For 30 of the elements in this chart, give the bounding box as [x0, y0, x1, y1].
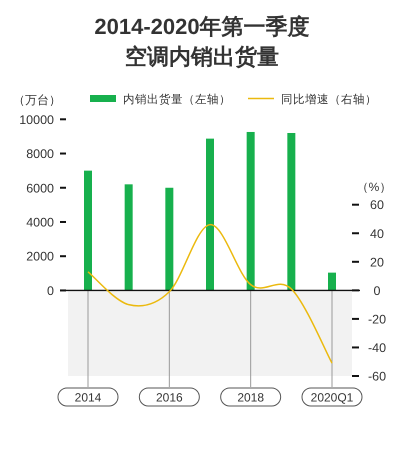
y-tick-label: 4000	[26, 215, 54, 230]
bar	[165, 188, 174, 290]
y2-axis-title: （%）	[356, 180, 392, 194]
y2-tick-label: 40	[370, 226, 384, 241]
y-tick-label: 6000	[26, 181, 54, 196]
bar	[206, 138, 214, 290]
bar	[246, 132, 255, 290]
x-tick-label: 2014	[74, 390, 102, 404]
y-tick-label: 10000	[19, 112, 54, 127]
y-tick-label: 2000	[26, 250, 54, 264]
x-tick-label: 2020Q1	[310, 390, 354, 404]
y-axis-title: （万台）	[13, 93, 61, 107]
x-tick-label: 2016	[156, 390, 184, 404]
y2-tick-label: -60	[368, 370, 386, 384]
bar	[287, 132, 296, 290]
y-tick-label: 8000	[26, 147, 54, 162]
y2-tick-label: 60	[370, 198, 384, 212]
x-tick-label: 2018	[237, 390, 264, 404]
chart-title: 2014-2020年第一季度空调内销出货量	[94, 14, 310, 69]
y2-tick-label: 0	[374, 284, 381, 298]
y2-tick-label: 20	[370, 255, 384, 270]
y2-tick-label: -40	[368, 340, 386, 355]
legend-label: 同比增速（右轴）	[281, 93, 377, 106]
y2-tick-label: -20	[368, 312, 386, 326]
bar	[328, 272, 336, 290]
line-series	[87, 224, 333, 364]
bar	[84, 170, 92, 290]
bar	[124, 184, 133, 290]
y-tick-label: 0	[47, 284, 54, 298]
legend-label: 内销出货量（左轴）	[123, 93, 231, 106]
